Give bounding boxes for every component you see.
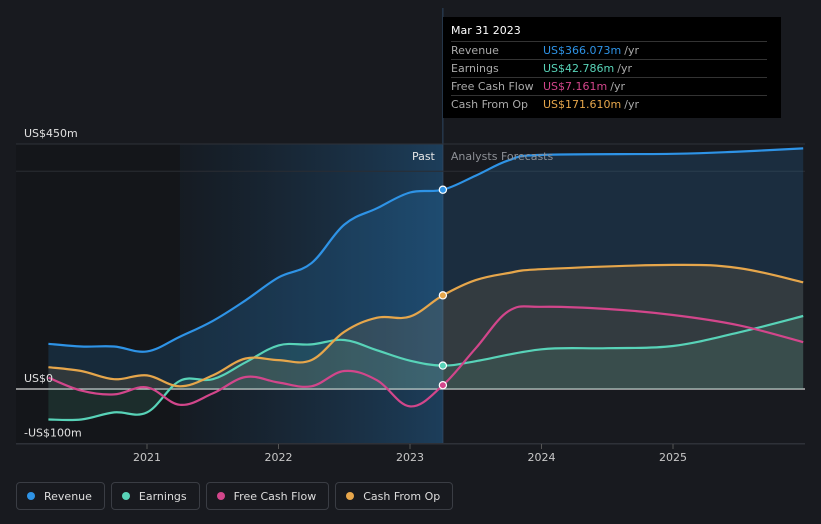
tooltip-row-cfo: Cash From Op US$171.610m /yr [451,95,767,113]
series-line-cfo [48,263,804,388]
series-fill-revenue [48,148,804,389]
data-point-marker-fcf [438,380,448,390]
x-tick-label: 2024 [528,451,556,464]
data-point-marker-earnings [438,361,448,370]
tooltip: Mar 31 2023 Revenue US$366.073m /yr Earn… [443,17,781,118]
tooltip-value: US$171.610m [543,98,622,111]
legend-item-earnings[interactable]: Earnings [110,482,200,510]
series-fill-cfo [48,264,804,389]
tooltip-row-fcf: Free Cash Flow US$7.161m /yr [451,77,767,95]
tooltip-label: Earnings [451,62,499,75]
tooltip-unit: /yr [610,80,625,93]
x-tick-label: 2021 [133,451,161,464]
past-label: Past [412,150,436,163]
legend-dot-icon [121,492,130,500]
legend-label: Cash From Op [363,489,441,503]
tooltip-row-earnings: Earnings US$42.786m /yr [451,59,767,77]
tooltip-value: US$42.786m [543,62,615,75]
series-line-earnings [48,314,804,422]
tooltip-value: US$7.161m [543,80,608,93]
tooltip-label: Free Cash Flow [451,80,534,93]
tooltip-label: Cash From Op [451,98,529,111]
series-fill-earnings [48,316,804,421]
x-tick-label: 2023 [396,451,424,464]
series-line-fcf [47,305,804,408]
legend-item-fcf[interactable]: Free Cash Flow [205,482,330,510]
y-axis-label: US$0 [24,372,53,385]
x-tick-label: 2022 [265,451,293,464]
legend-dot-icon [216,492,225,500]
legend-label: Free Cash Flow [233,489,317,503]
tooltip-value: US$366.073m [543,44,622,57]
tooltip-unit: /yr [624,98,639,111]
y-axis-label: US$450m [24,127,78,140]
legend-label: Revenue [44,489,92,503]
y-axis-label: -US$100m [24,426,82,439]
tooltip-unit: /yr [624,44,639,57]
data-point-marker-cfo [438,291,448,300]
tooltip-label: Revenue [451,44,499,57]
forecast-label: Analysts Forecasts [451,150,554,163]
data-point-marker-revenue [438,185,448,194]
legend: Revenue Earnings Free Cash Flow Cash Fro… [16,482,454,510]
legend-item-revenue[interactable]: Revenue [16,482,105,510]
tooltip-unit: /yr [617,62,632,75]
tooltip-row-revenue: Revenue US$366.073m /yr [451,41,767,59]
series-line-revenue [48,147,804,353]
legend-label: Earnings [138,489,187,503]
legend-dot-icon [27,492,35,500]
x-tick-label: 2025 [659,451,687,464]
tooltip-date: Mar 31 2023 [451,24,521,37]
past-highlight [179,144,443,444]
legend-item-cfo[interactable]: Cash From Op [335,482,454,510]
legend-dot-icon [346,492,355,500]
